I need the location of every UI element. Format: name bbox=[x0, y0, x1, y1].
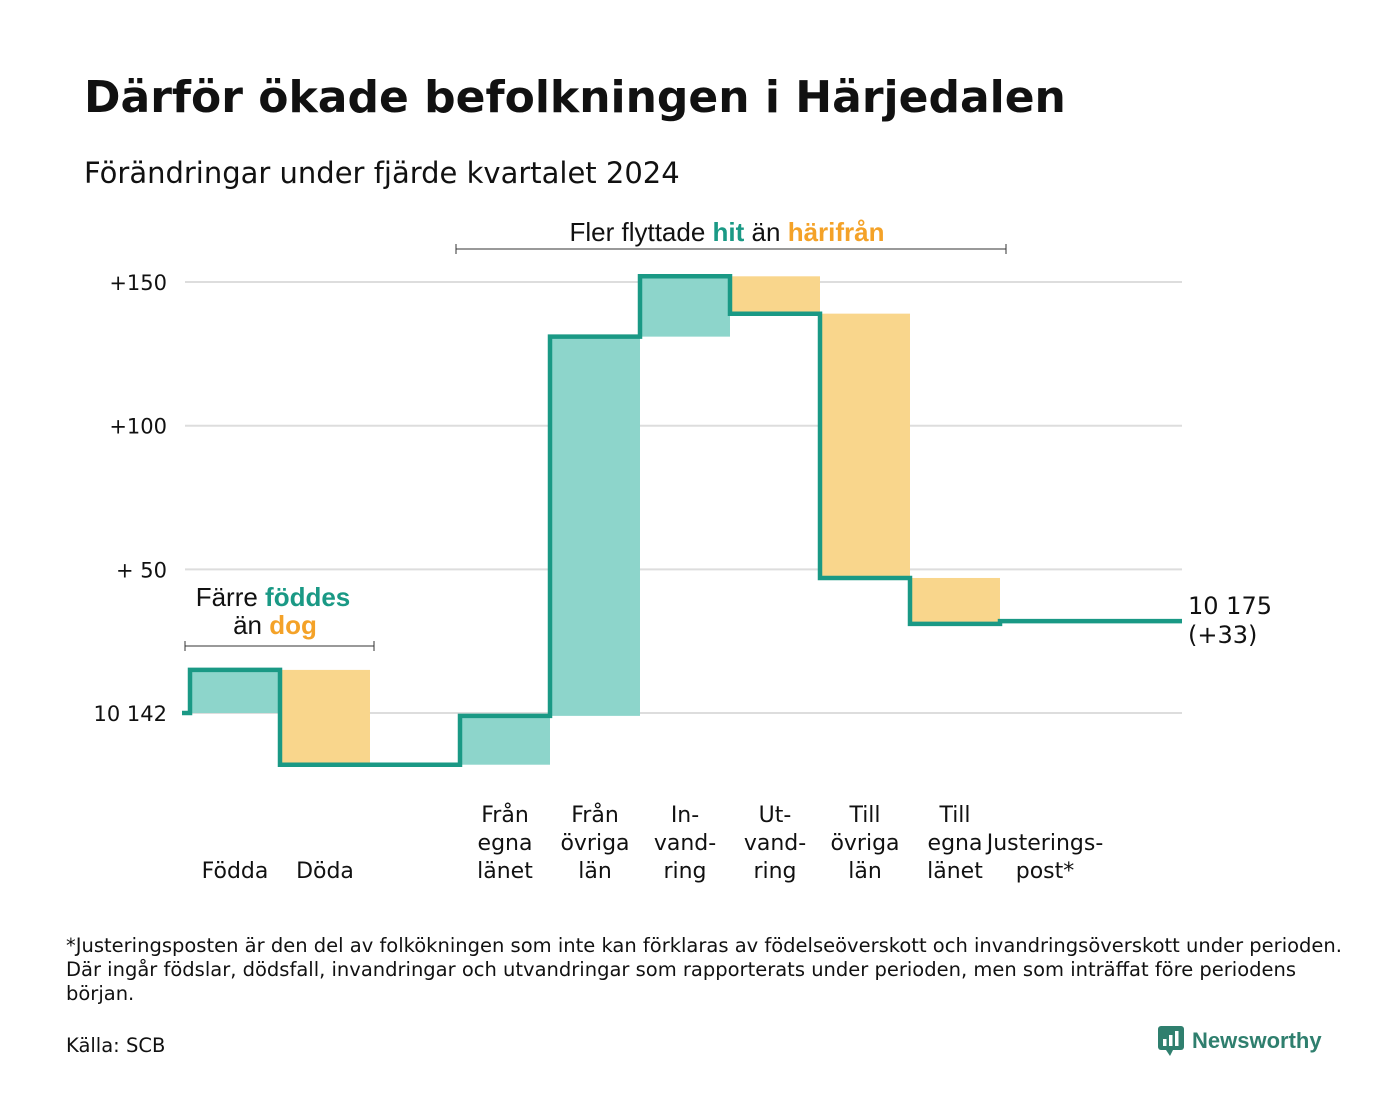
births-annotation-pre: Färre bbox=[196, 582, 265, 612]
bar-increase bbox=[550, 336, 640, 716]
step-line bbox=[182, 274, 1182, 767]
x-axis-label: länet bbox=[927, 859, 983, 884]
migration-annotation-mid: än bbox=[744, 217, 787, 247]
x-axis-label: Till bbox=[938, 803, 970, 828]
x-axis-label: länet bbox=[477, 859, 533, 884]
x-axis-label: In- bbox=[671, 803, 699, 828]
x-axis-label: vand- bbox=[654, 831, 716, 856]
births-annotation-line1: Färre föddes bbox=[196, 582, 351, 612]
y-axis-tick-labels: 10 142 + 50 +100 +150 bbox=[94, 271, 167, 726]
annotations: Fler flyttade hit än härifrån Färre född… bbox=[184, 217, 1272, 651]
y-tick-label: +100 bbox=[109, 415, 167, 439]
gridlines bbox=[185, 281, 1182, 714]
x-axis-label: Till bbox=[848, 803, 880, 828]
x-axis-label: övriga bbox=[830, 831, 899, 856]
bar-decrease bbox=[820, 313, 910, 578]
footnote: *Justeringsposten är den del av folkökni… bbox=[66, 934, 1342, 1005]
brand-logo: Newsworthy bbox=[1158, 1026, 1322, 1056]
births-annotation-dog: dog bbox=[269, 610, 317, 640]
x-axis-label: egna bbox=[478, 831, 533, 856]
x-axis-label: Från bbox=[571, 802, 619, 828]
y-tick-label: 10 142 bbox=[94, 702, 167, 726]
x-axis-label: egna bbox=[928, 831, 983, 856]
bar-decrease bbox=[730, 276, 820, 314]
waterfall-chart: 10 142+ 50+100+150 Födda DödaFrånegnaläne… bbox=[94, 217, 1272, 884]
x-axis-label: post* bbox=[1016, 859, 1075, 884]
newsworthy-logo-icon bbox=[1158, 1026, 1184, 1056]
x-axis-labels: Födda Döda Från egna länet Från övriga län In-va… bbox=[202, 802, 1104, 884]
chart-subtitle: Förändringar under fjärde kvartalet 2024 bbox=[84, 156, 680, 190]
migration-annotation-pre: Fler flyttade bbox=[569, 217, 712, 247]
births-annotation-foddes: föddes bbox=[265, 582, 350, 612]
y-tick-label: +150 bbox=[109, 271, 167, 295]
x-axis-label: övriga bbox=[560, 831, 629, 856]
x-axis-label: län bbox=[848, 859, 882, 884]
bar-increase bbox=[460, 715, 550, 765]
x-axis-label: vand- bbox=[744, 831, 806, 856]
x-axis-label: Födda bbox=[202, 859, 269, 884]
cumulative-step-line bbox=[182, 274, 1182, 767]
end-value-label: 10 175 bbox=[1188, 592, 1272, 620]
migration-annotation: Fler flyttade hit än härifrån bbox=[569, 217, 884, 247]
births-annotation-line2: än dog bbox=[233, 610, 317, 640]
end-change-label: (+33) bbox=[1188, 621, 1257, 649]
source-label: Källa: SCB bbox=[66, 1034, 166, 1057]
x-axis-label: län bbox=[578, 859, 612, 884]
x-axis-label: ring bbox=[753, 859, 796, 884]
bar-decrease bbox=[280, 669, 370, 765]
x-axis-label: Justerings- bbox=[985, 831, 1104, 856]
births-annotation-pre2: än bbox=[233, 610, 269, 640]
brand-name: Newsworthy bbox=[1192, 1028, 1322, 1053]
x-axis-label: Ut- bbox=[759, 803, 792, 828]
migration-annotation-harifran: härifrån bbox=[788, 217, 885, 247]
x-axis-label: Döda bbox=[296, 859, 354, 884]
migration-annotation-hit: hit bbox=[713, 217, 745, 247]
x-axis-label: ring bbox=[663, 859, 706, 884]
y-tick-label: + 50 bbox=[116, 558, 167, 582]
chart-title: Därför ökade befolkningen i Härjedalen bbox=[84, 72, 1066, 123]
bar-increase bbox=[640, 276, 730, 337]
bars bbox=[190, 276, 1000, 765]
bar-decrease bbox=[910, 577, 1000, 624]
x-axis-label: Från bbox=[481, 802, 529, 828]
bar-increase bbox=[190, 669, 280, 713]
